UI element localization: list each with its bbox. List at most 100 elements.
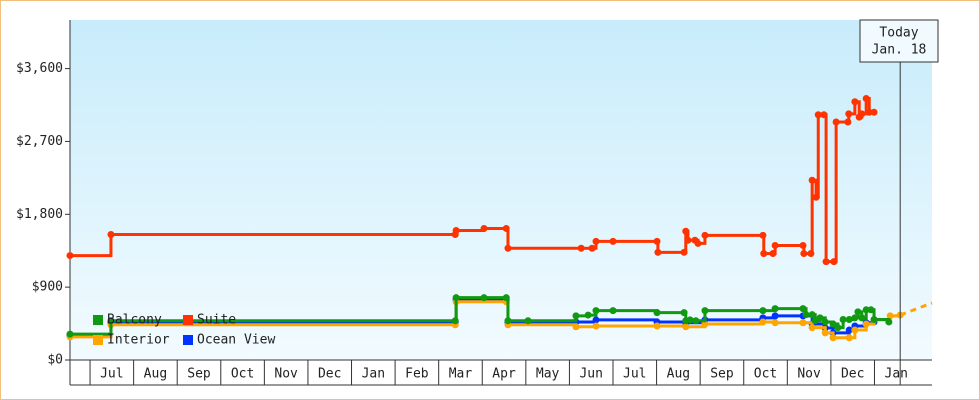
point (502, 294, 510, 302)
point (694, 239, 702, 247)
legend-swatch (183, 315, 193, 325)
point (830, 258, 838, 266)
legend-label: Suite (197, 313, 236, 328)
point (592, 307, 600, 315)
x-tick-label: Oct (754, 367, 777, 382)
legend-label: Balcony (107, 313, 162, 328)
point (451, 317, 459, 325)
point (829, 320, 837, 328)
x-tick-label: Mar (449, 367, 473, 382)
point (107, 231, 115, 239)
point (865, 108, 873, 116)
y-tick-label: $0 (47, 353, 63, 368)
point (502, 224, 510, 232)
x-tick-label: Apr (492, 367, 516, 382)
point (654, 248, 662, 256)
point (452, 294, 460, 302)
point (808, 311, 816, 319)
point (701, 307, 709, 315)
point (609, 307, 617, 315)
x-tick-label: Sep (187, 367, 211, 382)
x-tick-label: Aug (667, 367, 690, 382)
point (653, 309, 661, 317)
forecast-line (899, 301, 933, 317)
legend-swatch (93, 335, 103, 345)
line-segment (810, 180, 814, 256)
legend-swatch (183, 335, 193, 345)
point (682, 323, 690, 331)
point (452, 226, 460, 234)
x-tick-label: Jun (579, 367, 602, 382)
point (572, 312, 580, 320)
x-tick-label: Nov (797, 367, 821, 382)
point (829, 334, 837, 342)
x-tick-label: Aug (144, 367, 167, 382)
point (808, 176, 816, 184)
point (760, 250, 768, 258)
legend-swatch (93, 315, 103, 325)
point (851, 326, 859, 334)
point (834, 324, 842, 332)
point (858, 110, 866, 118)
point (858, 314, 866, 322)
x-tick-label: Nov (274, 367, 298, 382)
point (802, 311, 810, 319)
point (524, 317, 532, 325)
point (771, 305, 779, 313)
point (821, 329, 829, 337)
point (684, 236, 692, 244)
point (66, 252, 74, 260)
today-label: Today (879, 26, 918, 41)
point (854, 308, 862, 316)
point (480, 224, 488, 232)
point (812, 193, 820, 201)
point (839, 316, 847, 324)
x-tick-label: Jan (885, 367, 908, 382)
y-tick-label: $900 (32, 280, 63, 295)
today-box (859, 19, 939, 63)
point (814, 111, 822, 119)
point (808, 324, 816, 332)
point (799, 319, 807, 327)
x-tick-label: Jul (100, 367, 123, 382)
line-segment (70, 234, 113, 258)
point (682, 227, 690, 235)
x-tick-label: Oct (231, 367, 254, 382)
point (592, 322, 600, 330)
point (800, 250, 808, 258)
point (584, 311, 592, 319)
point (686, 316, 694, 324)
series (66, 294, 893, 338)
point (816, 314, 824, 322)
point (771, 312, 779, 320)
point (592, 237, 600, 245)
point (504, 244, 512, 252)
point (799, 305, 807, 313)
point (851, 314, 859, 322)
point (592, 316, 600, 324)
legend: Balcony Suite Interior Ocean View (93, 313, 275, 348)
line-segment (657, 324, 688, 328)
point (862, 320, 870, 328)
point (680, 248, 688, 256)
point (480, 294, 488, 302)
x-tick-label: Dec (841, 367, 864, 382)
x-tick-label: Feb (405, 367, 429, 382)
point (771, 241, 779, 249)
point (769, 250, 777, 258)
point (851, 98, 859, 106)
point (845, 334, 853, 342)
series (66, 95, 878, 266)
today-date: Jan. 18 (872, 43, 927, 58)
today-marker: Today Jan. 18 (859, 19, 939, 385)
point (822, 258, 830, 266)
x-tick-label: Jan (362, 367, 385, 382)
point (759, 231, 767, 239)
legend-label: Interior (107, 333, 170, 348)
ticks: $0 $900 $1,800 $2,700 $3,600 Jul Aug Sep Oct Nov D… (16, 61, 908, 385)
point (845, 110, 853, 118)
point (692, 317, 700, 325)
plot-area (70, 20, 932, 360)
point (701, 231, 709, 239)
